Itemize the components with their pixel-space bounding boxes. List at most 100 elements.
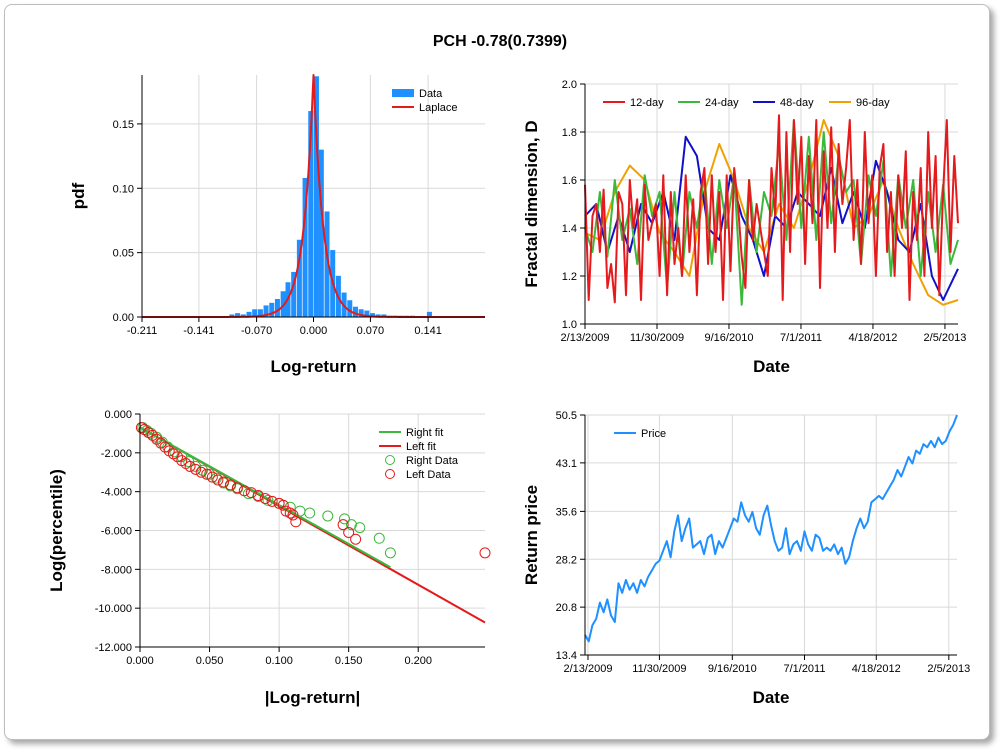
x-tick-label: 7/1/2011: [783, 663, 825, 675]
legend-label-96-day: 96-day: [856, 97, 890, 109]
histogram-bar: [229, 314, 235, 317]
histogram-bar: [347, 300, 353, 317]
legend-swatch-left-data: [385, 469, 395, 479]
y-tick-label: 0.15: [113, 119, 134, 131]
histogram-bar: [240, 314, 246, 317]
histogram-bar: [381, 314, 387, 317]
legend-swatch-right-data: [385, 455, 395, 465]
legend-label-12-day: 12-day: [630, 97, 664, 109]
y-tick-label: -10.000: [95, 603, 132, 615]
left-data-point: [224, 479, 236, 491]
histogram-bar: [263, 305, 269, 317]
right-data-point: [304, 507, 316, 519]
y-tick-label: 35.6: [556, 506, 577, 518]
x-tick-label: 0.141: [414, 325, 442, 337]
left-data-point: [259, 492, 271, 504]
right-data-point: [262, 494, 274, 506]
left-data-point: [184, 460, 196, 472]
x-tick-label: -0.141: [183, 325, 214, 337]
histogram-bar: [313, 76, 319, 317]
histogram-bar: [426, 311, 432, 317]
histogram-bar: [257, 309, 263, 317]
right-data-point: [354, 522, 366, 534]
x-axis-label: Date: [753, 688, 790, 707]
y-tick-label: 28.2: [556, 554, 577, 566]
y-tick-label: 0.05: [113, 248, 134, 260]
x-axis-label: Log-return: [271, 357, 357, 376]
y-tick-label: 13.4: [556, 650, 577, 662]
x-tick-label: 0.000: [300, 325, 328, 337]
left-data-point: [195, 466, 207, 478]
y-axis-label: pdf: [69, 182, 88, 209]
x-tick-label: -0.211: [127, 325, 157, 337]
y-tick-label: 0.000: [104, 409, 132, 421]
histogram-bar: [364, 310, 370, 317]
x-tick-label: 0.200: [404, 655, 432, 667]
y-tick-label: -8.000: [101, 564, 132, 576]
histogram-bar: [318, 149, 324, 317]
right-data-point: [338, 513, 350, 525]
y-tick-label: 20.8: [556, 602, 577, 614]
x-axis-label: Date: [753, 357, 790, 376]
left-data-point: [231, 482, 243, 494]
x-tick-label: 0.000: [126, 655, 154, 667]
figure-title: PCH -0.78(0.7399): [432, 33, 568, 50]
y-axis-label: Return price: [522, 485, 541, 585]
left-data-point: [290, 516, 302, 528]
legend-label-data: Data: [419, 88, 443, 100]
right-data-point: [345, 519, 357, 531]
x-tick-label: 0.150: [335, 655, 363, 667]
left-data-point: [266, 495, 278, 507]
left-data-point: [151, 433, 163, 445]
legend-label-right-fit: Right fit: [406, 427, 443, 439]
x-tick-label: 2/5/2013: [927, 663, 970, 675]
left-data-point: [155, 437, 167, 449]
legend-label-left-fit: Left fit: [406, 441, 436, 453]
x-tick-label: 2/13/2009: [564, 663, 613, 675]
legend-label-right-data: Right Data: [406, 455, 459, 467]
left-data-point: [238, 485, 250, 497]
y-tick-label: 50.5: [556, 410, 577, 422]
histogram-bar: [358, 309, 364, 317]
left-data-point: [479, 547, 491, 559]
y-tick-label: 1.0: [562, 319, 577, 331]
price-line: [584, 414, 958, 643]
legend-swatch-data: [392, 89, 414, 97]
histogram-bar: [308, 111, 314, 317]
legend-label-laplace: Laplace: [419, 102, 458, 114]
left-data-point: [212, 474, 224, 486]
legend-label-price: Price: [641, 428, 666, 440]
histogram-bar: [291, 271, 297, 317]
left-data-point: [201, 468, 213, 480]
series-line-24-day: [584, 119, 959, 306]
histogram-bar: [296, 239, 302, 317]
x-tick-label: 9/16/2010: [708, 663, 757, 675]
x-tick-label: 11/30/2009: [632, 663, 686, 675]
right-data-point: [322, 510, 334, 522]
x-tick-label: 0.100: [265, 655, 293, 667]
right-data-point: [204, 468, 216, 480]
right-data-point: [373, 532, 385, 544]
y-tick-label: -2.000: [101, 448, 132, 460]
histogram-bar: [370, 313, 376, 317]
x-tick-label: -0.070: [241, 325, 272, 337]
x-tick-label: 4/18/2012: [852, 663, 901, 675]
y-tick-label: 1.4: [562, 223, 577, 235]
histogram-bar: [352, 306, 358, 317]
right-data-point: [197, 464, 209, 476]
left-data-point: [206, 471, 218, 483]
left-data-point: [287, 509, 299, 521]
legend-label-48-day: 48-day: [780, 97, 814, 109]
histogram-bar: [302, 177, 308, 317]
right-data-point: [284, 501, 296, 513]
left-data-point: [252, 490, 264, 502]
x-tick-label: 2/13/2009: [561, 332, 610, 344]
left-data-point: [343, 526, 355, 538]
series-line-12-day: [584, 114, 959, 304]
legend-label-left-data: Left Data: [406, 469, 452, 481]
left-data-point: [190, 463, 202, 475]
x-tick-label: 2/5/2013: [924, 332, 967, 344]
left-data-point: [159, 441, 171, 453]
x-tick-label: 11/30/2009: [630, 332, 684, 344]
y-tick-label: 2.0: [562, 79, 577, 91]
